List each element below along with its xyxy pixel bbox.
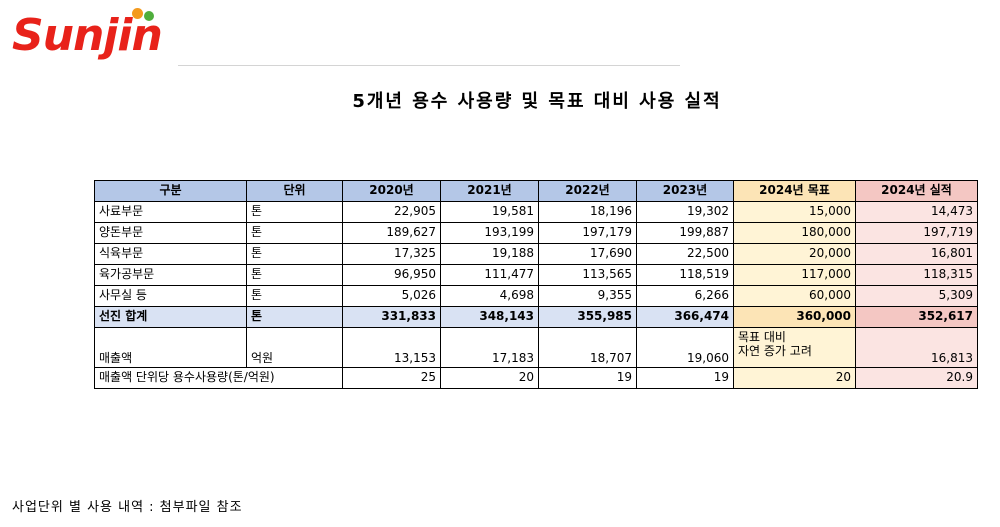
cell-value: 4,698 <box>440 285 539 307</box>
row-unit: 톤 <box>246 222 343 244</box>
footer-note: 사업단위 별 사용 내역 : 첨부파일 참조 <box>12 500 243 515</box>
cell-value: 189,627 <box>342 222 441 244</box>
intensity-target: 20 <box>733 367 856 389</box>
total-target: 360,000 <box>733 306 856 328</box>
table-header-row: 구분 단위 2020년 2021년 2022년 2023년 2024년 목표 2… <box>94 180 978 202</box>
table-row: 육가공부문 톤 96,950 111,477 113,565 118,519 1… <box>94 264 978 286</box>
row-label: 사무실 등 <box>94 285 247 307</box>
total-row: 선진 합계 톤 331,833 348,143 355,985 366,474 … <box>94 306 978 328</box>
cell-target: 60,000 <box>733 285 856 307</box>
row-label: 육가공부문 <box>94 264 247 286</box>
cell-value: 19,302 <box>636 201 734 223</box>
cell-target: 15,000 <box>733 201 856 223</box>
cell-target: 180,000 <box>733 222 856 244</box>
cell-value: 19,581 <box>440 201 539 223</box>
cell-actual: 5,309 <box>855 285 978 307</box>
cell-value: 18,196 <box>538 201 637 223</box>
total-value: 348,143 <box>440 306 539 328</box>
cell-value: 197,179 <box>538 222 637 244</box>
cell-value: 199,887 <box>636 222 734 244</box>
total-unit: 톤 <box>246 306 343 328</box>
cell-value: 111,477 <box>440 264 539 286</box>
cell-value: 22,500 <box>636 243 734 265</box>
sales-value: 19,060 <box>636 327 734 368</box>
total-value: 331,833 <box>342 306 441 328</box>
row-label: 사료부문 <box>94 201 247 223</box>
logo-dot-orange-icon <box>132 8 143 19</box>
sales-value: 13,153 <box>342 327 441 368</box>
intensity-value: 19 <box>636 367 734 389</box>
page-title: 5개년 용수 사용량 및 목표 대비 사용 실적 <box>352 91 722 112</box>
header-category: 구분 <box>94 180 247 202</box>
header-2023: 2023년 <box>636 180 734 202</box>
total-actual: 352,617 <box>855 306 978 328</box>
intensity-value: 25 <box>342 367 441 389</box>
row-unit: 톤 <box>246 264 343 286</box>
row-unit: 톤 <box>246 285 343 307</box>
intensity-label: 매출액 단위당 용수사용량(톤/억원) <box>94 367 343 389</box>
cell-target: 117,000 <box>733 264 856 286</box>
cell-value: 96,950 <box>342 264 441 286</box>
table-row: 사무실 등 톤 5,026 4,698 9,355 6,266 60,000 5… <box>94 285 978 307</box>
intensity-actual: 20.9 <box>855 367 978 389</box>
cell-value: 193,199 <box>440 222 539 244</box>
cell-target: 20,000 <box>733 243 856 265</box>
header-2021: 2021년 <box>440 180 539 202</box>
header-divider <box>178 65 680 66</box>
row-label: 식육부문 <box>94 243 247 265</box>
table-row: 식육부문 톤 17,325 19,188 17,690 22,500 20,00… <box>94 243 978 265</box>
sales-value: 18,707 <box>538 327 637 368</box>
cell-actual: 197,719 <box>855 222 978 244</box>
cell-value: 113,565 <box>538 264 637 286</box>
sales-row: 매출액 억원 13,153 17,183 18,707 19,060 목표 대비… <box>94 327 978 368</box>
cell-value: 118,519 <box>636 264 734 286</box>
cell-actual: 118,315 <box>855 264 978 286</box>
header-2022: 2022년 <box>538 180 637 202</box>
intensity-row: 매출액 단위당 용수사용량(톤/억원) 25 20 19 19 20 20.9 <box>94 367 978 389</box>
cell-value: 17,325 <box>342 243 441 265</box>
sales-actual: 16,813 <box>855 327 978 368</box>
row-unit: 톤 <box>246 243 343 265</box>
note-line: 목표 대비 <box>738 330 786 344</box>
total-label: 선진 합계 <box>94 306 247 328</box>
sales-unit: 억원 <box>246 327 343 368</box>
sales-value: 17,183 <box>440 327 539 368</box>
note-line: 자연 증가 고려 <box>738 344 812 359</box>
header-2024-actual: 2024년 실적 <box>855 180 978 202</box>
cell-value: 17,690 <box>538 243 637 265</box>
header-2024-target: 2024년 목표 <box>733 180 856 202</box>
header-unit: 단위 <box>246 180 343 202</box>
row-label: 양돈부문 <box>94 222 247 244</box>
cell-value: 9,355 <box>538 285 637 307</box>
cell-actual: 14,473 <box>855 201 978 223</box>
sales-target-note: 목표 대비 자연 증가 고려 <box>733 327 856 368</box>
sales-label: 매출액 <box>94 327 247 368</box>
intensity-value: 19 <box>538 367 637 389</box>
intensity-value: 20 <box>440 367 539 389</box>
row-unit: 톤 <box>246 201 343 223</box>
cell-value: 5,026 <box>342 285 441 307</box>
cell-actual: 16,801 <box>855 243 978 265</box>
cell-value: 19,188 <box>440 243 539 265</box>
company-logo: Sunjin <box>12 6 182 68</box>
cell-value: 22,905 <box>342 201 441 223</box>
logo-dot-green-icon <box>144 11 154 21</box>
header-2020: 2020년 <box>342 180 441 202</box>
table-row: 사료부문 톤 22,905 19,581 18,196 19,302 15,00… <box>94 201 978 223</box>
total-value: 355,985 <box>538 306 637 328</box>
water-usage-table: 구분 단위 2020년 2021년 2022년 2023년 2024년 목표 2… <box>94 180 978 389</box>
total-value: 366,474 <box>636 306 734 328</box>
table-row: 양돈부문 톤 189,627 193,199 197,179 199,887 1… <box>94 222 978 244</box>
cell-value: 6,266 <box>636 285 734 307</box>
